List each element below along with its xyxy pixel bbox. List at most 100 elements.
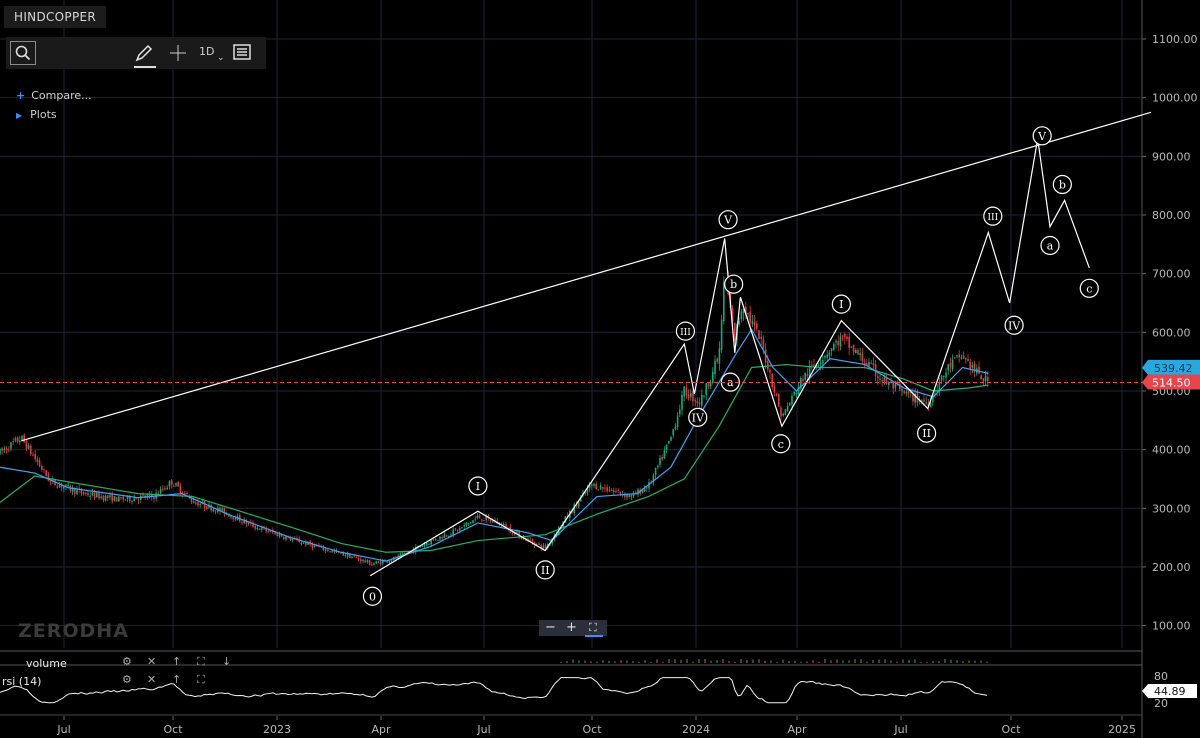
arrow-up-icon[interactable]: ↑ <box>172 673 182 686</box>
candle-body <box>432 539 435 541</box>
candle-body <box>905 391 908 394</box>
candle-body <box>780 407 782 417</box>
candle-body <box>958 354 960 358</box>
candle-body <box>364 560 366 563</box>
candle-body <box>104 495 107 501</box>
candle-body <box>949 362 952 367</box>
candle-body <box>861 353 864 362</box>
candle-body <box>142 494 144 496</box>
candle-body <box>179 486 182 494</box>
hover-price-tag <box>1142 359 1200 375</box>
volume-bar <box>770 660 772 663</box>
candle-body <box>833 344 835 351</box>
candle-body <box>661 457 663 460</box>
wave-label-circle <box>1040 235 1060 256</box>
y-tick-label: 400.00 <box>1152 444 1191 457</box>
candle-body <box>940 375 943 381</box>
wave-label: c <box>1079 278 1099 298</box>
rsi-indicator-label[interactable]: rsi (14) <box>2 675 42 688</box>
chevron-down-icon[interactable]: ⌄ <box>217 53 225 63</box>
arrow-up-icon[interactable]: ↑ <box>172 655 182 668</box>
gear-icon[interactable]: ⚙ <box>122 673 132 686</box>
volume-indicator-label[interactable]: volume <box>26 657 67 670</box>
candle-body <box>357 557 360 560</box>
volume-bar <box>908 659 910 663</box>
candle-body <box>597 489 600 491</box>
candle-body <box>681 394 683 410</box>
candle-body <box>929 402 932 408</box>
candle-body <box>247 522 250 524</box>
candle-body <box>333 550 336 552</box>
candle-body <box>285 536 287 540</box>
list-icon[interactable] <box>233 44 251 64</box>
candle-body <box>241 522 243 524</box>
candle-body <box>265 528 267 532</box>
expand-icon[interactable]: ⛶ <box>197 655 205 668</box>
candle-body <box>668 440 670 444</box>
candle-body <box>573 504 575 514</box>
y-tick-label: 600.00 <box>1152 326 1191 339</box>
arrow-down-icon[interactable]: ↓ <box>222 655 232 668</box>
candle-body <box>703 395 705 397</box>
x-axis: Jul Oct 2023 Apr Jul Oct 2024 Apr Jul Oct 2025 <box>0 714 1142 736</box>
candle-body <box>153 497 155 500</box>
compare-link[interactable]: + Compare... <box>16 89 92 102</box>
candle-body <box>811 364 813 367</box>
candle-body <box>267 531 270 533</box>
candle-body <box>932 394 934 403</box>
volume-bar <box>974 660 976 663</box>
candle-body <box>591 484 593 486</box>
candle-body <box>19 440 21 443</box>
candle-body <box>186 492 188 495</box>
candle-body <box>782 413 784 416</box>
candle-body <box>580 496 582 502</box>
crosshair-icon[interactable] <box>169 44 187 66</box>
candle-body <box>386 560 388 563</box>
candle-body <box>166 487 168 490</box>
gear-icon[interactable]: ⚙ <box>122 655 132 668</box>
zoom-out-button[interactable]: − <box>545 620 556 635</box>
volume-bar <box>620 660 622 663</box>
close-icon[interactable]: ✕ <box>147 673 157 686</box>
draw-active-indicator <box>134 66 156 68</box>
candle-body <box>793 391 795 395</box>
draw-pencil-icon[interactable] <box>134 43 154 67</box>
candle-body <box>659 457 661 465</box>
candle-body <box>593 483 595 486</box>
candle-body <box>404 553 406 555</box>
search-icon[interactable] <box>10 41 36 65</box>
candle-body <box>914 393 916 403</box>
volume-bar <box>572 659 574 663</box>
interval-selector[interactable]: 1D <box>199 45 215 58</box>
candle-body <box>903 390 905 394</box>
volume-bar <box>650 661 652 663</box>
y-axis: 1100.001000.00900.00800.00700.00600.0050… <box>1141 0 1198 738</box>
candle-body <box>349 553 351 559</box>
x-tick-label: Jul <box>476 723 490 736</box>
zoom-in-button[interactable]: + <box>566 620 577 635</box>
x-tick-label: Jul <box>893 723 907 736</box>
candle-body <box>800 378 802 389</box>
candle-body <box>679 409 681 415</box>
candle-body <box>846 336 848 339</box>
volume-bar <box>962 661 964 663</box>
candle-body <box>12 440 14 442</box>
volume-bar <box>662 661 664 663</box>
candle-body <box>368 560 371 566</box>
candle-body <box>234 518 237 521</box>
candle-body <box>758 330 760 340</box>
close-icon[interactable]: ✕ <box>147 655 157 668</box>
candle-body <box>806 374 809 377</box>
candle-body <box>135 498 138 500</box>
candle-body <box>756 323 758 329</box>
fullscreen-icon[interactable]: ⛶ <box>589 621 597 634</box>
symbol-label[interactable]: HINDCOPPER <box>4 6 106 28</box>
expand-icon[interactable]: ⛶ <box>197 673 205 686</box>
plots-link[interactable]: ▶ Plots <box>16 108 57 121</box>
candle-body <box>454 528 457 530</box>
candle-body <box>571 511 573 513</box>
candle-body <box>540 544 542 549</box>
candle-body <box>38 460 41 467</box>
